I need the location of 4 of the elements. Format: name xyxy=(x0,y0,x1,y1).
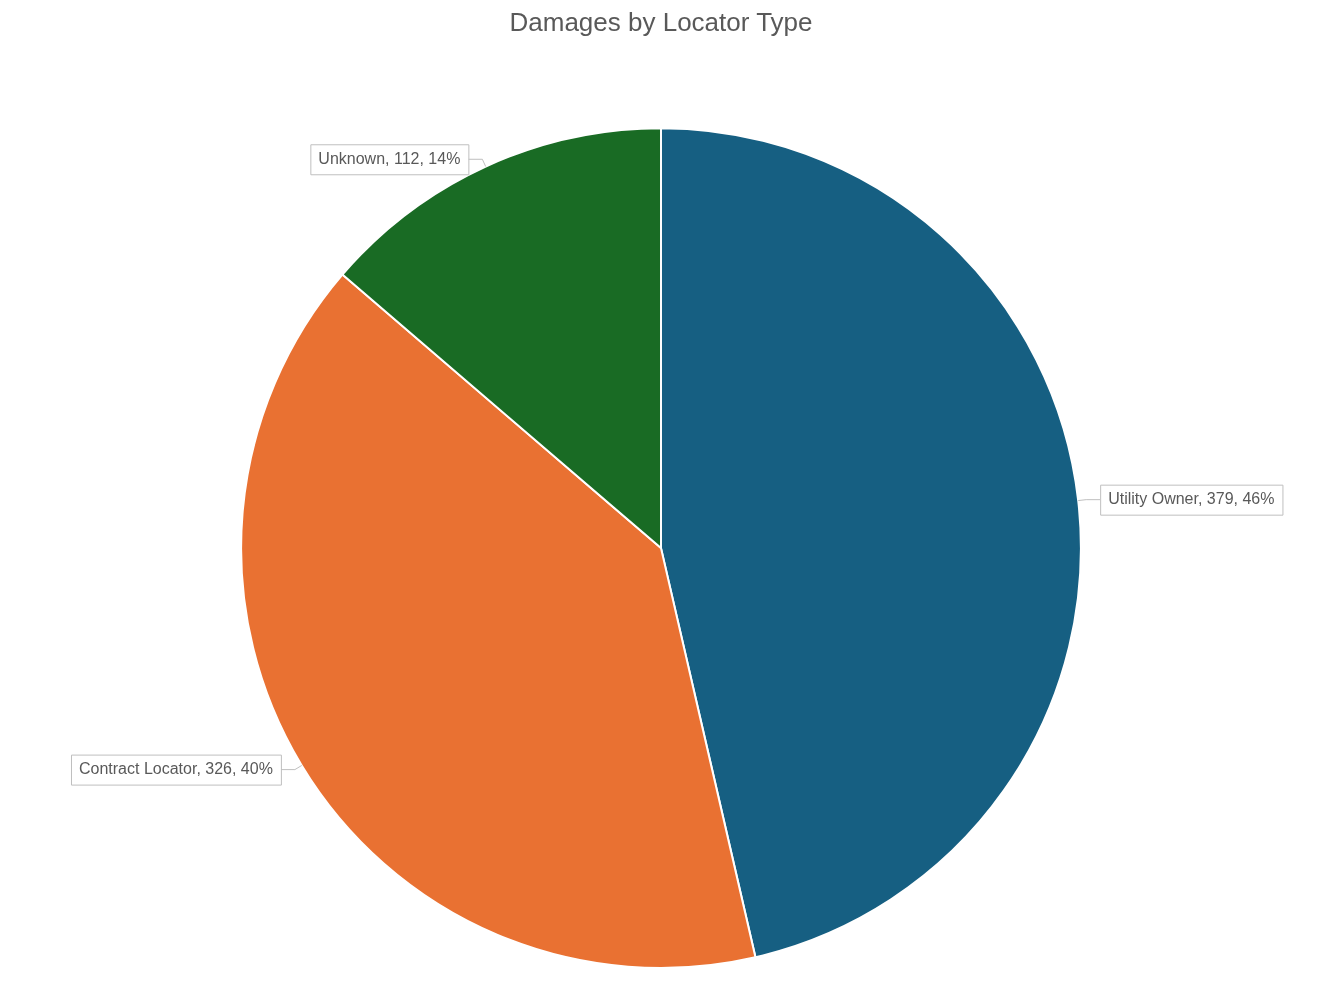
slice-label: Utility Owner, 379, 46% xyxy=(1108,490,1275,508)
slice-label: Unknown, 112, 14% xyxy=(318,149,461,167)
slice-label: Contract Locator, 326, 40% xyxy=(78,760,273,778)
chart-title: Damages by Locator Type xyxy=(509,6,813,37)
